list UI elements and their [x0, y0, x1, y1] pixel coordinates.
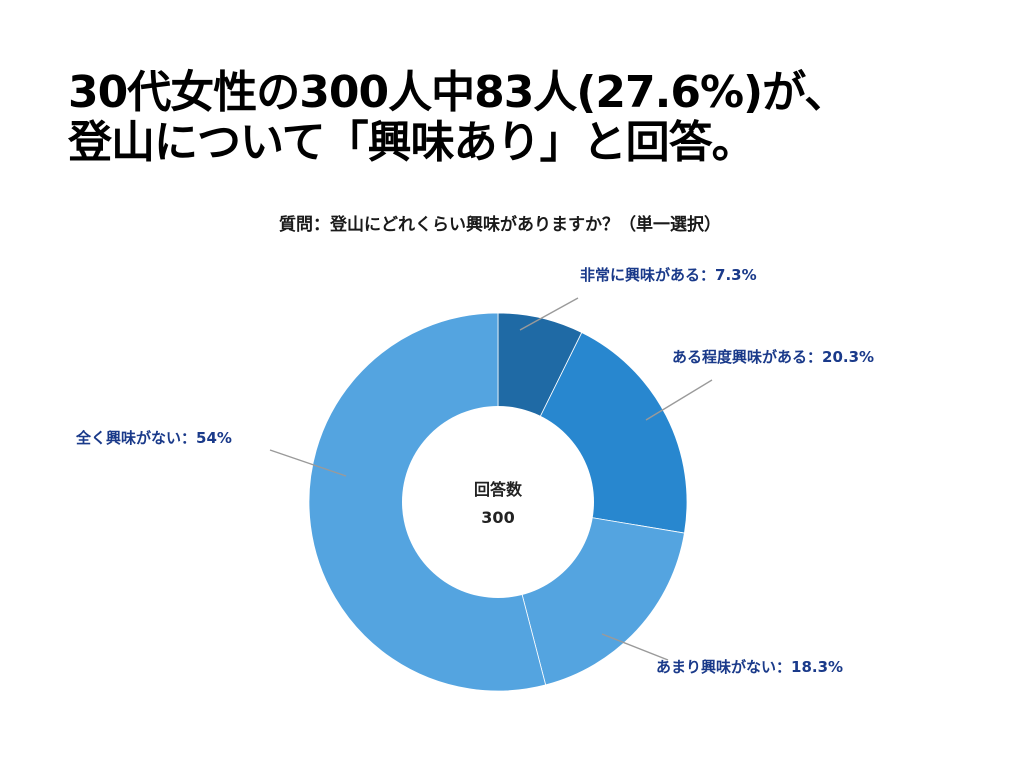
leader-line-4	[269, 449, 347, 477]
leader-line-1	[519, 297, 579, 331]
center-label: 回答数	[474, 480, 523, 499]
leader-lines	[269, 297, 713, 661]
leader-line-2	[645, 379, 713, 421]
leader-line-3	[601, 633, 669, 661]
chart-title: 質問：登山にどれくらい興味がありますか？（単一選択）	[279, 215, 721, 235]
slice-label-4: 全く興味がない：54%	[75, 429, 232, 447]
slice-label-3: あまり興味がない：18.3%	[656, 658, 843, 676]
headline: 30代女性の300人中83人(27.6%)が、 登山について「興味あり」と回答。	[68, 68, 988, 168]
slice-label-1: 非常に興味がある：7.3%	[580, 266, 757, 284]
center-value: 300	[481, 508, 514, 527]
headline-line-1: 30代女性の300人中83人(27.6%)が、	[68, 67, 848, 118]
slice-label-2: ある程度興味がある：20.3%	[672, 348, 874, 366]
headline-line-2: 登山について「興味あり」と回答。	[68, 117, 756, 168]
slice-labels: 非常に興味がある：7.3% ある程度興味がある：20.3% あまり興味がない：18.…	[75, 266, 874, 676]
donut-hole	[402, 406, 594, 598]
